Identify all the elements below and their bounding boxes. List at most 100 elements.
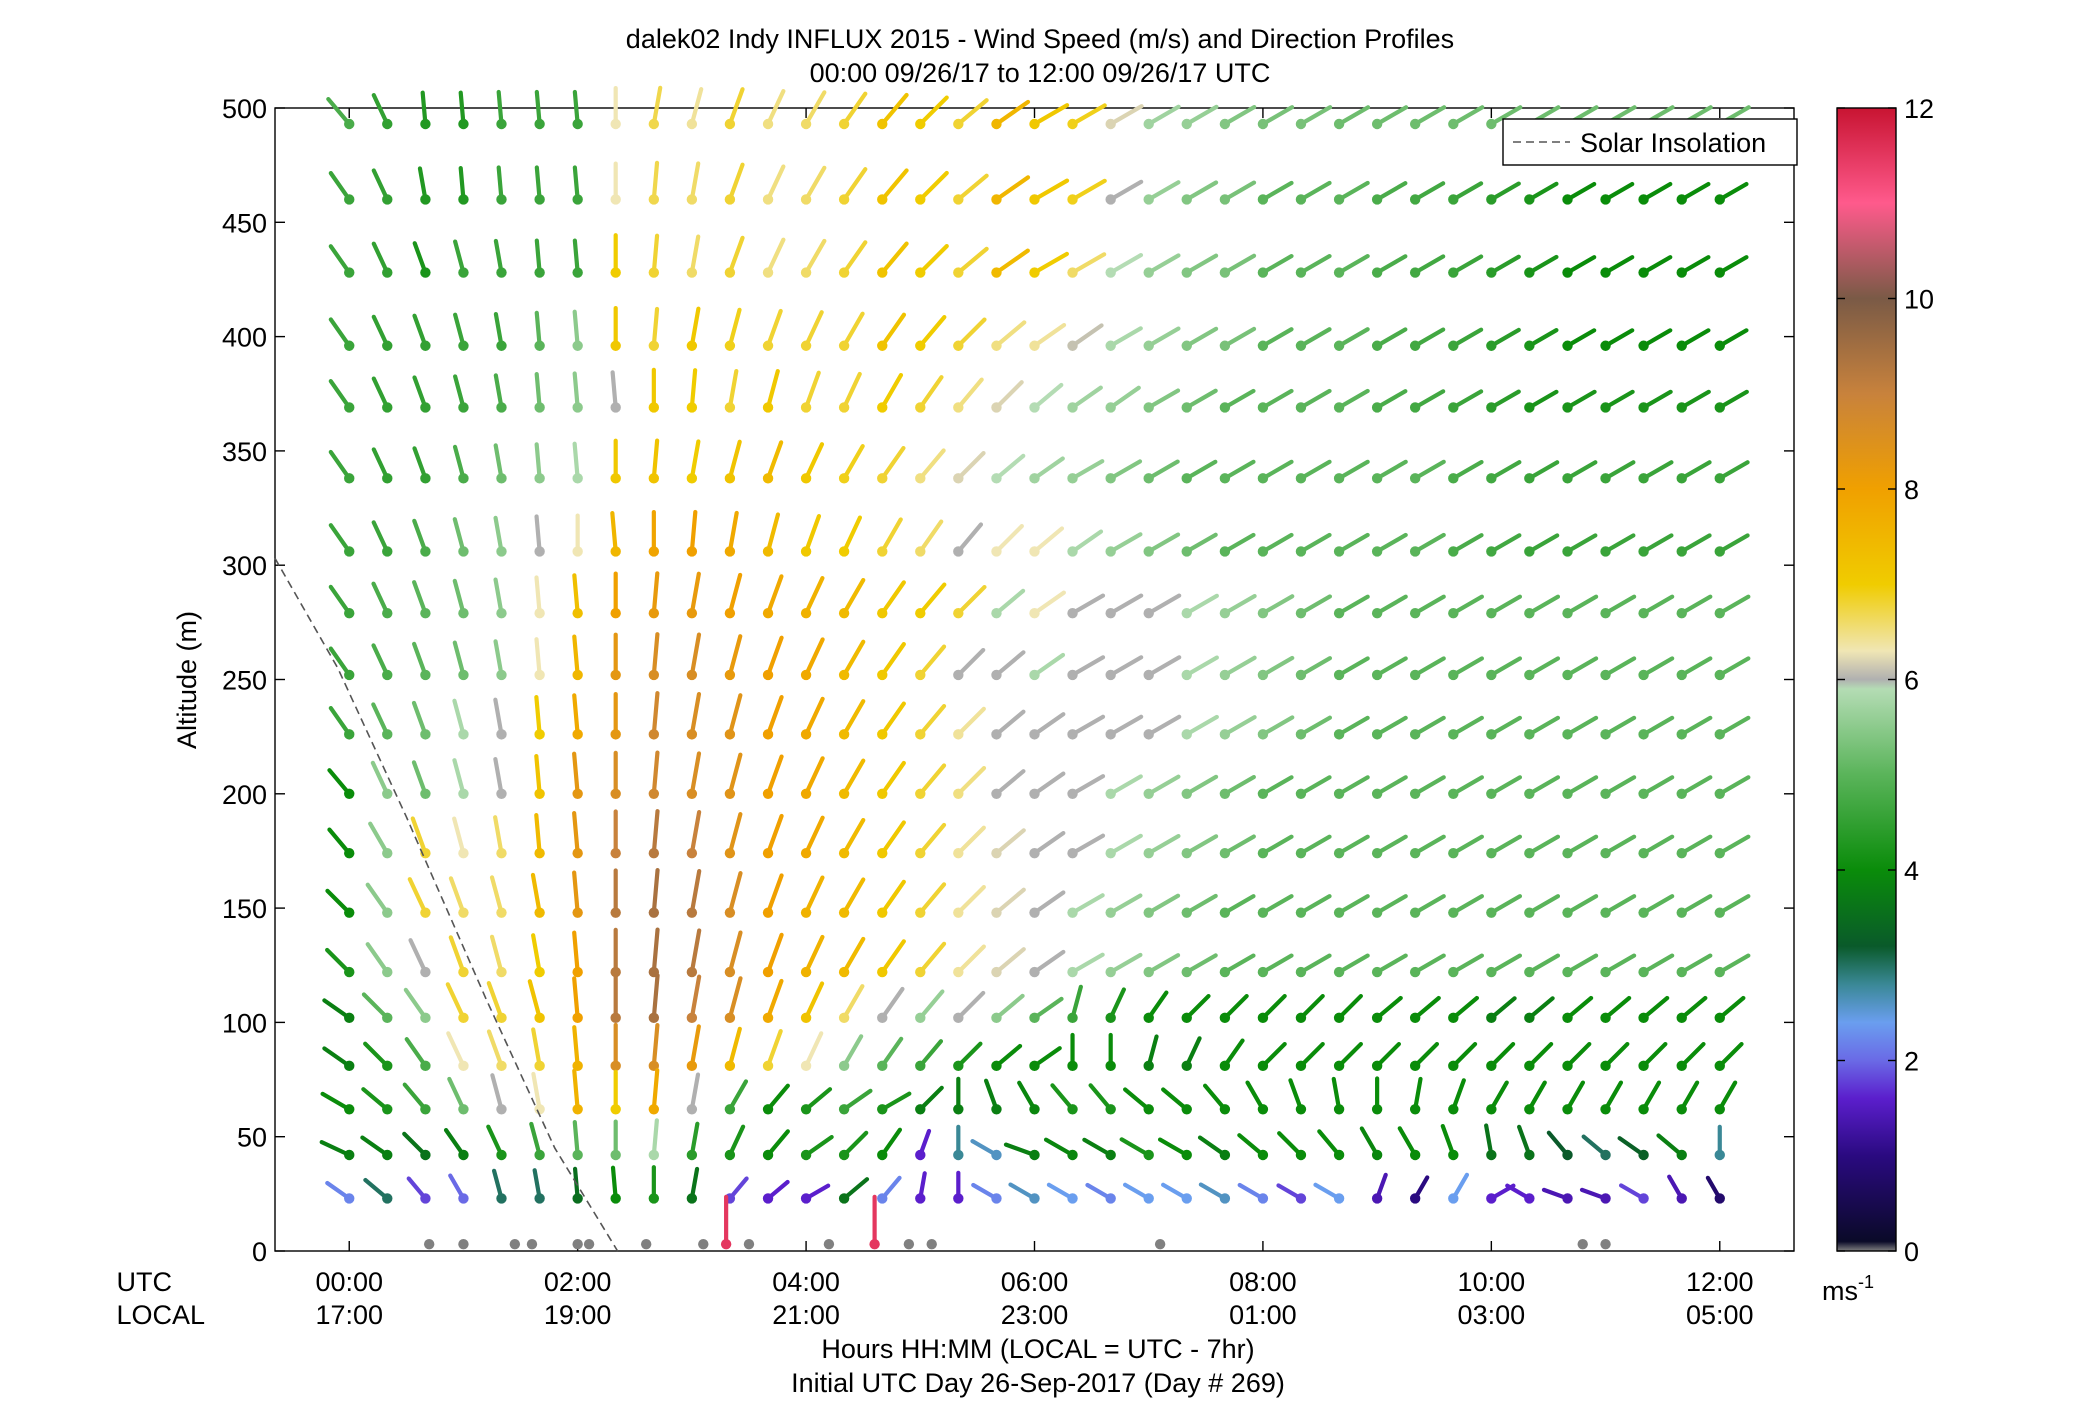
wind-barb (877, 168, 909, 205)
wind-barb (610, 927, 621, 978)
x-tick-label-utc: 04:00 (772, 1267, 840, 1297)
wind-barb (1017, 1080, 1040, 1115)
wind-barb (412, 580, 431, 619)
colorbar-tick-label: 10 (1904, 285, 1934, 315)
wind-barb (953, 317, 987, 351)
colorbar-unit: ms-1 (1822, 1272, 1874, 1306)
wind-barb (412, 446, 431, 484)
wind-barb (1448, 995, 1480, 1024)
wind-barb (1181, 459, 1218, 484)
wind-barb (1371, 105, 1409, 130)
legend: Solar Insolation (1502, 118, 1798, 166)
wind-barb (1029, 830, 1066, 859)
wind-barb (686, 87, 704, 130)
wind-barb (1371, 459, 1408, 484)
wind-barb (991, 1043, 1023, 1072)
wind-barb (1333, 1041, 1363, 1072)
wind-barb (1067, 178, 1107, 205)
wind-barb (1197, 1135, 1231, 1161)
wind-barb (371, 447, 393, 484)
wind-barb (1105, 893, 1143, 918)
wind-barb (1082, 1137, 1116, 1161)
wind-barb (1067, 593, 1106, 619)
wind-barb (1219, 894, 1256, 918)
wind-barb (322, 998, 355, 1024)
wind-barb (327, 827, 355, 859)
wind-barb (1505, 1183, 1535, 1204)
wind-barb (1257, 1041, 1287, 1072)
wind-barb (1524, 181, 1559, 205)
colorbar-tick-label: 12 (1904, 94, 1934, 124)
wind-barb (1676, 594, 1713, 619)
wind-barb (1181, 834, 1219, 859)
wind-barb (762, 440, 784, 484)
wind-barb (1029, 771, 1066, 799)
wind-barb (869, 1194, 880, 1250)
wind-barb (991, 650, 1026, 681)
wind-barb (328, 171, 355, 205)
wind-barb (698, 1238, 709, 1250)
wind-barb (1371, 389, 1408, 413)
wind-barb (1638, 894, 1675, 918)
wind-barb (1008, 1182, 1040, 1204)
wind-barb (1143, 714, 1182, 740)
wind-barb (915, 314, 947, 351)
wind-barb (1295, 715, 1333, 740)
wind-barb (534, 514, 545, 557)
wind-barb (915, 882, 947, 918)
wind-barb (1219, 953, 1256, 978)
wind-barb (1181, 893, 1218, 918)
wind-barb (915, 582, 947, 619)
wind-barb (1295, 953, 1332, 978)
x-tick-label-local: 17:00 (315, 1300, 383, 1330)
wind-barb (1638, 389, 1673, 413)
wind-barb (686, 234, 701, 278)
wind-barb (1409, 1076, 1423, 1115)
wind-barb (1257, 180, 1294, 205)
wind-barb (493, 697, 507, 740)
wind-barb (458, 1238, 469, 1250)
wind-barb (1245, 1080, 1269, 1115)
wind-barb (1638, 775, 1675, 799)
wind-barb (915, 822, 947, 859)
wind-barb (1448, 105, 1485, 130)
utc-row-label: UTC (117, 1267, 173, 1297)
wind-barb (1714, 1080, 1738, 1115)
wind-barb (686, 809, 702, 859)
wind-barb (1638, 995, 1670, 1024)
wind-barb (762, 635, 784, 681)
wind-barb (1448, 1078, 1466, 1115)
wind-barb (1371, 775, 1408, 799)
wind-barb (1600, 894, 1637, 918)
wind-barb (327, 768, 355, 799)
wind-barb (1046, 1182, 1078, 1204)
wind-barb (800, 756, 825, 799)
wind-barb (1333, 388, 1370, 413)
wind-barb (1409, 594, 1446, 619)
wind-barb (572, 930, 583, 978)
wind-barb (1067, 655, 1106, 681)
wind-barb (724, 162, 745, 205)
wind-barb (1067, 984, 1083, 1024)
wind-barb (1486, 1080, 1509, 1115)
wind-barb (1371, 1172, 1388, 1204)
wind-barb (762, 932, 784, 978)
wind-barb (1371, 532, 1408, 557)
wind-barb (1448, 715, 1484, 740)
wind-barb (453, 239, 469, 278)
wind-barb (1638, 953, 1675, 978)
wind-barb (838, 371, 862, 413)
wind-barb (1676, 995, 1708, 1024)
wind-barb (610, 750, 621, 799)
wind-barb (762, 813, 784, 859)
wind-barb (1562, 715, 1599, 740)
wind-barb (493, 443, 507, 484)
wind-barb (328, 449, 355, 484)
wind-barb (534, 813, 545, 859)
wind-barb (724, 1124, 746, 1161)
wind-barb (572, 238, 583, 278)
wind-barb (1562, 1041, 1592, 1072)
wind-barb (953, 944, 986, 978)
wind-barb (453, 374, 469, 413)
wind-barb (1029, 322, 1067, 351)
